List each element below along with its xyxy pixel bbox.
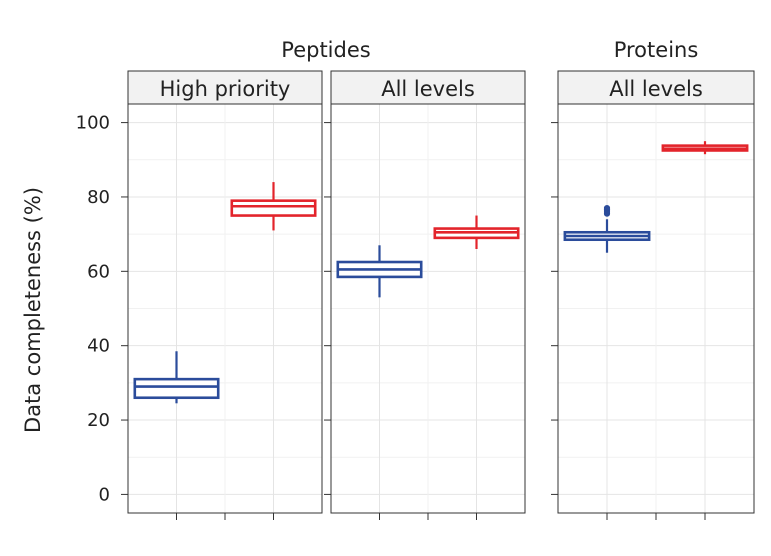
y-tick-label: 0: [99, 484, 110, 505]
red-box: [661, 141, 749, 155]
panels: High priority All levels All levels: [121, 70, 755, 520]
y-tick-label: 80: [87, 187, 110, 208]
strip-background: [557, 70, 755, 105]
group-title-proteins: Proteins: [614, 38, 699, 62]
strip-label: High priority: [160, 77, 291, 101]
strip-label: All levels: [381, 77, 475, 101]
box-iqr: [230, 199, 317, 217]
y-tick-label: 100: [76, 113, 110, 134]
panel: High priority: [121, 70, 323, 520]
y-tick-label: 60: [87, 261, 110, 282]
y-tick-label: 40: [87, 336, 110, 357]
y-tick-labels: 0 20 40 60 80 100: [76, 113, 110, 506]
panel: All levels: [551, 70, 755, 520]
red-box: [433, 215, 520, 250]
blue-box: [133, 351, 220, 404]
panel: All levels: [324, 70, 526, 520]
box-iqr: [133, 377, 220, 400]
strip-label: All levels: [609, 77, 703, 101]
strip-background: [127, 70, 323, 105]
strip-background: [330, 70, 526, 105]
y-tick-label: 20: [87, 410, 110, 431]
outlier-point: [603, 205, 611, 212]
blue-box: [336, 245, 423, 298]
blue-box: [563, 205, 651, 253]
y-axis-title: Data completeness (%): [21, 187, 45, 433]
red-box: [230, 182, 317, 231]
group-title-peptides: Peptides: [281, 38, 370, 62]
